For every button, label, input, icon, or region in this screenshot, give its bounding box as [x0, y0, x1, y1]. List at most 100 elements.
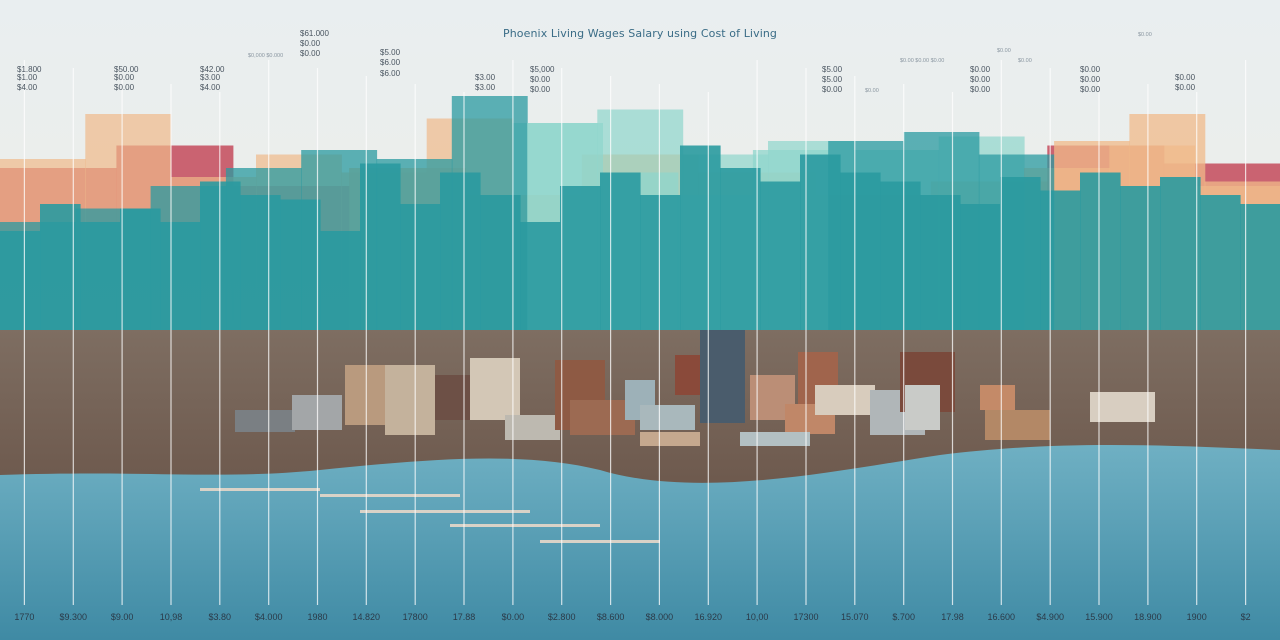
- bar: [160, 222, 201, 330]
- bar: [320, 231, 361, 330]
- bar: [240, 195, 281, 330]
- x-tick-label: $4.000: [255, 612, 283, 622]
- bar: [560, 186, 601, 330]
- bar: [800, 154, 841, 330]
- value-label: $6.00: [380, 69, 401, 78]
- value-label: $61.000: [300, 29, 329, 38]
- value-label: $0.00: [1175, 83, 1196, 92]
- value-label: $50.00: [114, 65, 139, 74]
- bar: [480, 195, 521, 330]
- series-4: [0, 145, 1280, 330]
- x-tick-label: 16.600: [988, 612, 1016, 622]
- x-tick-label: $3.80: [209, 612, 232, 622]
- bar: [760, 181, 801, 330]
- x-tick-label: $8.600: [597, 612, 625, 622]
- bar: [440, 172, 481, 330]
- bar: [520, 222, 561, 330]
- tiny-label: $0.00: [1138, 32, 1152, 38]
- bar: [960, 204, 1001, 330]
- x-tick-label: 15.900: [1085, 612, 1113, 622]
- value-label: $0.00: [114, 73, 135, 82]
- bar: [640, 195, 681, 330]
- bars-layer: [0, 96, 1280, 330]
- tiny-label: $0.00: [997, 48, 1011, 54]
- bar: [1160, 177, 1201, 330]
- value-label: $0.00: [1175, 73, 1196, 82]
- bar: [840, 172, 881, 330]
- x-tick-label: 1770: [14, 612, 34, 622]
- value-label: $5.00: [822, 75, 843, 84]
- value-label: $0.00: [1080, 75, 1101, 84]
- bar: [120, 208, 161, 330]
- value-label: $6.00: [380, 58, 401, 67]
- x-axis-ticks: 1770 $9.300 $9.00 10,98 $3.80 $4.000 1980 14.82…: [14, 612, 1250, 622]
- value-label: $5.00: [822, 65, 843, 74]
- value-label: $0.00: [822, 85, 843, 94]
- value-label: $0.00: [1080, 85, 1101, 94]
- x-tick-label: $2: [1241, 612, 1251, 622]
- bar: [1040, 190, 1081, 330]
- piers: [200, 488, 660, 543]
- x-tick-label: $9.300: [60, 612, 88, 622]
- bar: [400, 204, 441, 330]
- value-label: $0.00: [970, 65, 991, 74]
- value-label: $0.00: [1080, 65, 1101, 74]
- value-label: $4.00: [200, 83, 221, 92]
- value-label: $0.00: [970, 85, 991, 94]
- x-tick-label: 15.070: [841, 612, 869, 622]
- value-label: $3.00: [200, 73, 221, 82]
- bar: [1120, 186, 1161, 330]
- value-label: $3.00: [475, 73, 496, 82]
- x-tick-label: $0.00: [502, 612, 525, 622]
- value-label: $0.00: [530, 85, 551, 94]
- chart-title: Phoenix Living Wages Salary using Cost o…: [502, 27, 778, 40]
- bar: [1000, 177, 1041, 330]
- x-tick-label: $2.800: [548, 612, 576, 622]
- bar: [1080, 172, 1121, 330]
- value-label: $0.00: [114, 83, 135, 92]
- bar: [600, 172, 641, 330]
- value-label: $5.00: [380, 48, 401, 57]
- value-label: $4.00: [17, 83, 38, 92]
- x-tick-label: 17.88: [453, 612, 476, 622]
- value-label: $42.00: [200, 65, 225, 74]
- tiny-label: $0,000 $0.000: [248, 53, 283, 59]
- bar: [80, 222, 121, 330]
- value-labels: $1.800$1.00$4.00$50.00$0.00$0.00$42.00$3…: [17, 29, 1196, 94]
- value-label: $0.00: [970, 75, 991, 84]
- bar: [40, 204, 81, 330]
- x-tick-label: $.700: [892, 612, 915, 622]
- bar: [920, 195, 961, 330]
- x-tick-label: 18.900: [1134, 612, 1162, 622]
- tiny-label: $0.00: [1018, 58, 1032, 64]
- bar: [1240, 204, 1280, 330]
- x-tick-label: 14.820: [353, 612, 381, 622]
- bar: [880, 181, 921, 330]
- guide-lines: [23, 60, 1247, 605]
- x-tick-label: 17800: [403, 612, 428, 622]
- x-tick-label: 17300: [793, 612, 818, 622]
- value-label: $0.00: [530, 75, 551, 84]
- x-tick-label: 10,98: [160, 612, 183, 622]
- bar: [0, 231, 41, 330]
- x-tick-label: 16.920: [695, 612, 723, 622]
- x-tick-label: $8.000: [646, 612, 674, 622]
- x-tick-label: $9.00: [111, 612, 134, 622]
- x-tick-label: $4.900: [1036, 612, 1064, 622]
- value-label: $3.00: [475, 83, 496, 92]
- value-label: $5,000: [530, 65, 555, 74]
- value-label: $0.00: [300, 39, 321, 48]
- bar: [1200, 195, 1241, 330]
- x-tick-label: 1900: [1187, 612, 1207, 622]
- x-tick-label: 17.98: [941, 612, 964, 622]
- bar: [280, 199, 321, 330]
- value-label: $0.00: [300, 49, 321, 58]
- x-tick-label: 10,00: [746, 612, 769, 622]
- value-label: $1.00: [17, 73, 38, 82]
- tiny-label: $0.00 $0.00 $0.00: [900, 58, 944, 64]
- x-tick-label: 1980: [307, 612, 327, 622]
- value-label: $1.800: [17, 65, 42, 74]
- bar: [720, 168, 761, 330]
